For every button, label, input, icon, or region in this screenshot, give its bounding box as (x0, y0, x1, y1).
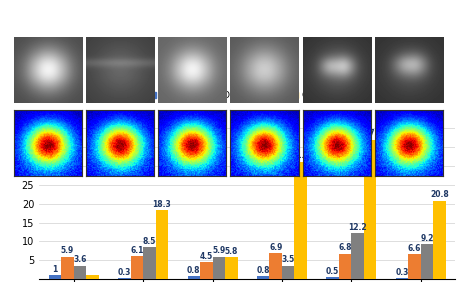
Text: 6.6: 6.6 (407, 244, 420, 253)
Bar (200, 262, 212, 279)
Bar (363, 140, 375, 279)
Text: 9.2: 9.2 (420, 234, 433, 243)
Bar (86, 276, 99, 279)
Bar (118, 278, 130, 279)
Text: 0.3: 0.3 (118, 268, 131, 277)
Bar (281, 266, 294, 279)
Text: 5.9: 5.9 (212, 246, 225, 255)
Text: 4.5: 4.5 (199, 252, 213, 261)
Text: 0.5: 0.5 (325, 267, 338, 276)
Text: 31.2: 31.2 (291, 151, 309, 160)
Bar (407, 254, 420, 279)
Bar (155, 210, 168, 279)
Bar (143, 247, 155, 279)
Bar (269, 253, 281, 279)
Text: 6.1: 6.1 (130, 246, 143, 255)
Bar (130, 256, 143, 279)
Bar (49, 276, 61, 279)
Text: 5.8: 5.8 (224, 247, 237, 256)
Bar (420, 244, 432, 279)
Bar (325, 277, 338, 279)
Legend: SSIM, ENTROPY, PSNR, GRADIENT: SSIM, ENTROPY, PSNR, GRADIENT (143, 88, 350, 104)
Text: 6.8: 6.8 (338, 243, 351, 252)
Text: 3.6: 3.6 (73, 255, 87, 264)
Text: 0.8: 0.8 (187, 266, 200, 275)
Text: 3.5: 3.5 (281, 255, 294, 265)
Bar (224, 257, 237, 279)
Text: 0.3: 0.3 (394, 268, 408, 277)
Text: 37: 37 (364, 129, 375, 138)
Text: 6.9: 6.9 (269, 243, 282, 252)
Bar (61, 257, 73, 279)
Bar (338, 254, 351, 279)
Bar (212, 257, 224, 279)
Bar (257, 276, 269, 279)
Bar (294, 162, 306, 279)
Text: 12.2: 12.2 (347, 223, 366, 232)
Bar (432, 201, 445, 279)
Text: 1: 1 (52, 265, 57, 274)
Text: 8.5: 8.5 (142, 237, 156, 246)
Bar (351, 233, 363, 279)
Text: 0.8: 0.8 (256, 266, 269, 275)
Text: 20.8: 20.8 (429, 190, 448, 199)
Bar (73, 266, 86, 279)
Text: 18.3: 18.3 (152, 200, 171, 209)
Bar (395, 278, 407, 279)
Text: 5.9: 5.9 (61, 246, 74, 255)
Bar (187, 276, 200, 279)
